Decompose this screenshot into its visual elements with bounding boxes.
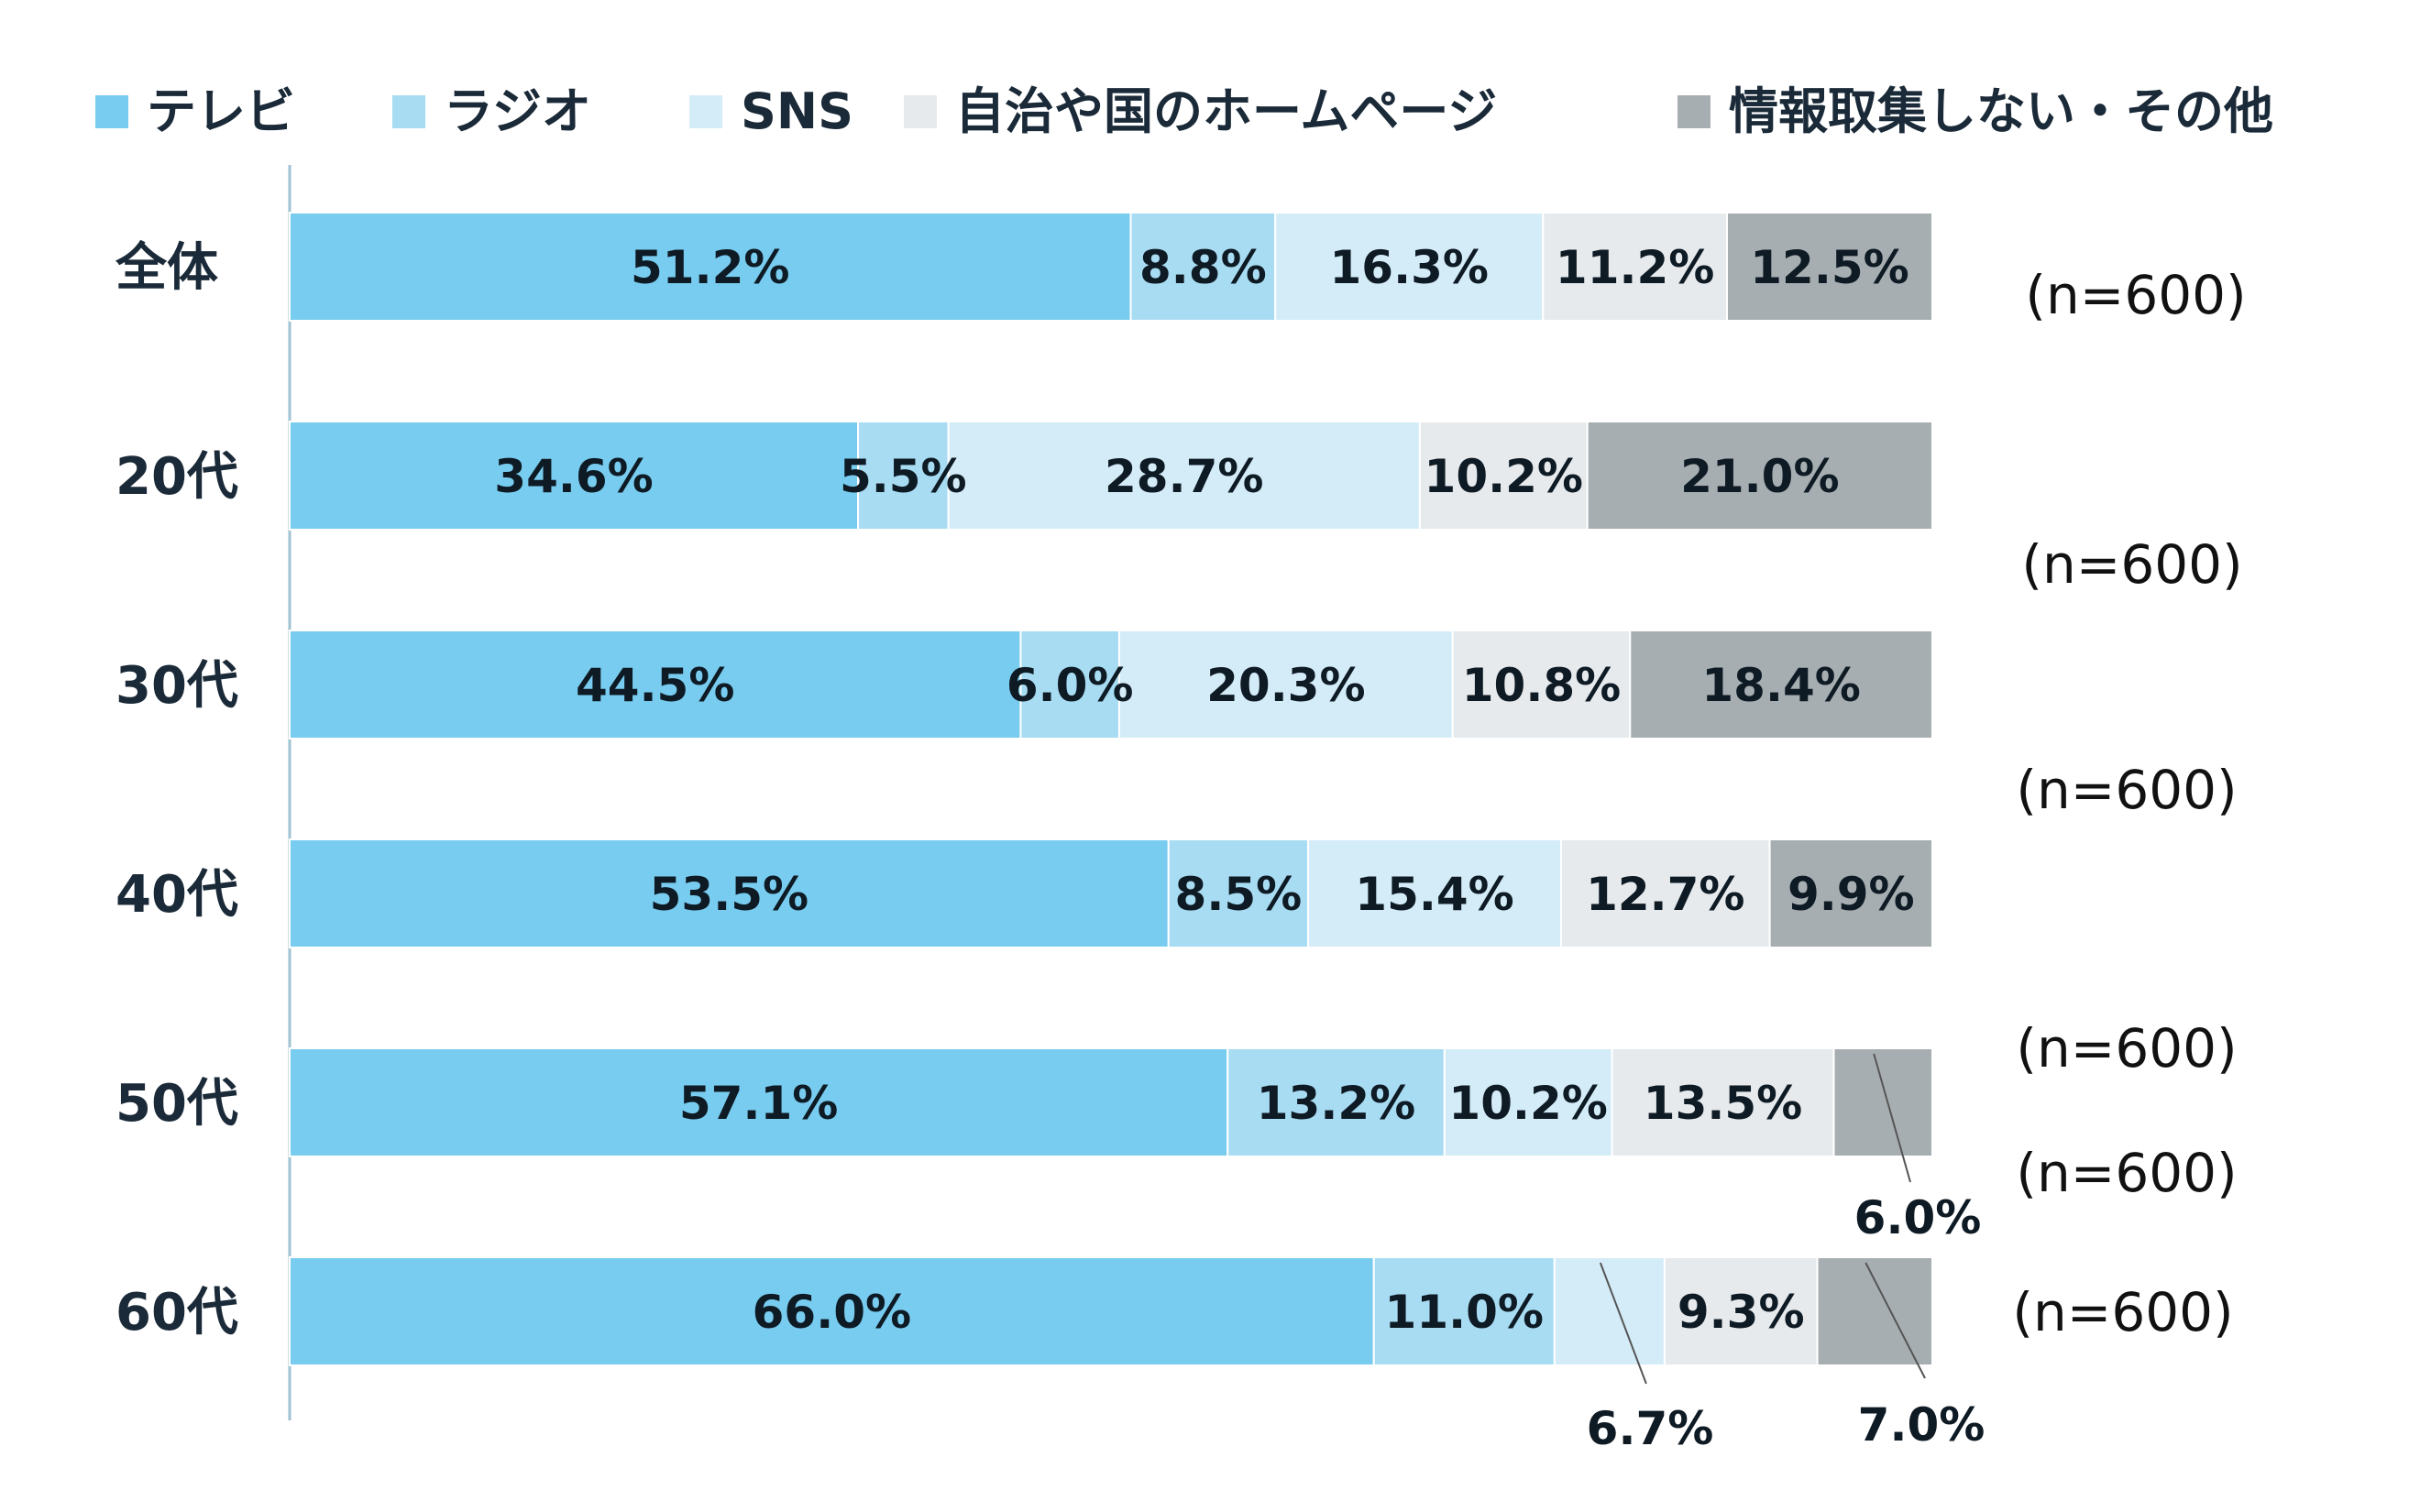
value-label: 13.5% <box>1644 1077 1802 1130</box>
bar-segment <box>1560 838 1771 948</box>
sample-size-label: (n=600) <box>2016 759 2237 821</box>
sample-size-label: (n=600) <box>2016 1142 2237 1204</box>
value-label: 57.1% <box>679 1077 838 1130</box>
bar-segment <box>1443 1047 1613 1157</box>
value-label: 53.5% <box>650 868 808 921</box>
bar-segment <box>1117 630 1454 740</box>
legend-swatch <box>1678 95 1710 128</box>
value-label: 51.2% <box>631 241 789 294</box>
leader-line <box>1599 1262 1647 1385</box>
value-label: 15.4% <box>1355 868 1513 921</box>
value-label: 12.5% <box>1750 241 1908 294</box>
value-label: 66.0% <box>753 1286 911 1339</box>
bar-segment <box>1274 212 1545 322</box>
bar-segment <box>1611 1047 1835 1157</box>
category-label: 全体 <box>115 238 218 298</box>
value-label: 44.5% <box>576 659 734 712</box>
bar-segment <box>289 1256 1375 1366</box>
bar-segment <box>1629 630 1933 740</box>
bar-segment <box>289 1047 1229 1157</box>
bar-segment <box>289 421 860 531</box>
category-labels: 全体 20代 30代 40代 50代 60代 <box>115 238 238 1342</box>
value-label: 6.7% <box>1587 1402 1714 1455</box>
legend-label: 情報取集しない・その他 <box>1729 82 2273 140</box>
bar-segment <box>1586 421 1934 531</box>
value-label: 18.4% <box>1701 659 1860 712</box>
bar-segment <box>1816 1256 1934 1366</box>
bar-segments <box>289 212 1934 1366</box>
category-label: 60代 <box>116 1283 238 1342</box>
value-label: 8.5% <box>1175 868 1303 921</box>
bar-segment <box>1226 1047 1446 1157</box>
bar-segment <box>947 421 1421 531</box>
value-label: 9.3% <box>1678 1286 1805 1339</box>
legend: テレビ ラジオ SNS 自治や国のホームページ 情報取集しない・その他 <box>95 82 2273 140</box>
value-label: 13.2% <box>1257 1077 1415 1130</box>
value-label: 16.3% <box>1330 241 1489 294</box>
legend-swatch <box>95 95 128 128</box>
sample-size-label: (n=600) <box>2025 264 2246 326</box>
value-label: 34.6% <box>494 450 653 503</box>
value-label: 21.0% <box>1680 450 1839 503</box>
bar-segment <box>1372 1256 1556 1366</box>
value-label: 7.0% <box>1858 1398 1986 1452</box>
value-label: 10.2% <box>1448 1077 1607 1130</box>
bar-segment <box>1167 838 1310 948</box>
value-label: 11.2% <box>1556 241 1714 294</box>
legend-label: 自治や国のホームページ <box>955 82 1497 140</box>
sample-size-label: (n=600) <box>2012 1281 2233 1343</box>
legend-label: ラジオ <box>444 82 591 140</box>
category-label: 20代 <box>116 447 238 507</box>
bar-segment <box>1129 212 1277 322</box>
bar-segment <box>1418 421 1589 531</box>
value-labels: 51.2% 8.8% 16.3% 11.2% 12.5% 34.6% 5.5% 28.7% 10… <box>494 241 1985 1455</box>
bar-segment <box>1553 1256 1666 1366</box>
value-label: 8.8% <box>1139 241 1267 294</box>
leader-line <box>1873 1053 1911 1183</box>
legend-swatch <box>904 95 937 128</box>
value-label: 12.7% <box>1586 868 1744 921</box>
sample-size-labels: (n=600) (n=600) (n=600) (n=600) (n=600) (n=60… <box>2012 264 2246 1343</box>
legend-swatch <box>392 95 425 128</box>
bar-segment <box>1768 838 1934 948</box>
legend-label: テレビ <box>147 82 295 140</box>
category-label: 50代 <box>116 1074 238 1134</box>
bar-segment <box>1726 212 1933 322</box>
bar-segment <box>289 212 1132 322</box>
legend-swatch <box>689 95 722 128</box>
bar-segment <box>1663 1256 1819 1366</box>
value-label: 6.0% <box>1854 1191 1982 1244</box>
bar-segment <box>1832 1047 1933 1157</box>
category-label: 30代 <box>116 656 238 716</box>
value-label: 5.5% <box>840 450 967 503</box>
leader-lines <box>1599 1053 1926 1385</box>
value-label: 28.7% <box>1105 450 1263 503</box>
value-label: 6.0% <box>1006 659 1134 712</box>
value-label: 10.2% <box>1424 450 1583 503</box>
bar-segment <box>289 630 1022 740</box>
sample-size-label: (n=600) <box>2021 533 2242 596</box>
bar-segment <box>1451 630 1632 740</box>
value-label: 20.3% <box>1206 659 1365 712</box>
category-label: 40代 <box>116 865 238 925</box>
legend-label: SNS <box>741 82 853 140</box>
value-label: 10.8% <box>1462 659 1621 712</box>
sample-size-label: (n=600) <box>2016 1017 2237 1079</box>
bar-segment <box>1307 838 1563 948</box>
value-label: 9.9% <box>1788 868 1915 921</box>
bar-segment <box>289 838 1170 948</box>
leader-line <box>1864 1262 1926 1379</box>
value-label: 11.0% <box>1385 1286 1544 1339</box>
